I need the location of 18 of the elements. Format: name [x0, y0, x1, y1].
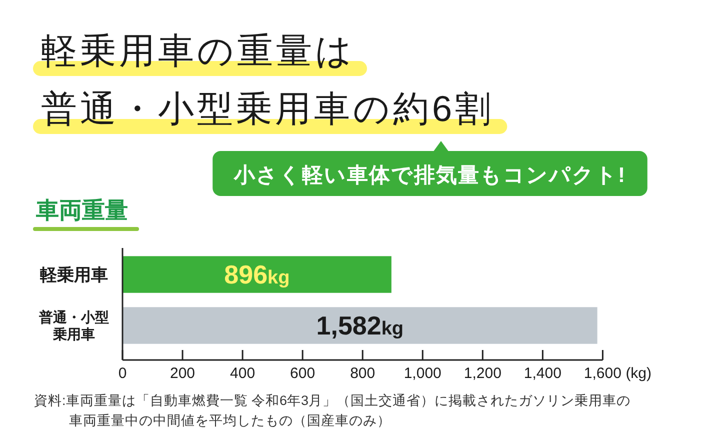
y-tick-label: 軽乗用車: [39, 266, 108, 285]
x-axis-title: (kg): [626, 365, 652, 382]
x-tick-label: 0: [118, 365, 127, 382]
chart-subtitle: 小さく軽い車体で排気量もコンパクト!: [233, 164, 626, 187]
x-tick-label: 1,000: [404, 365, 442, 382]
text: 資料:車両重量は「自動車燃費一覧 令和6年3月」（国土交通省）に掲載されたガソリン乗用車の車両重量中の中間値を平均したもの（国産車のみ）: [34, 393, 631, 428]
x-tick-label: 200: [170, 365, 196, 382]
chart-title: 軽乗用車の重量は普通・小型乗用車の約6割: [41, 30, 494, 129]
data-label: 896kg: [224, 260, 290, 290]
y-tick-label: 普通・小型乗用車: [38, 309, 109, 342]
x-tick-label: 1,600: [584, 365, 622, 382]
text: 車両重量: [35, 197, 128, 223]
x-tick-label: 600: [290, 365, 316, 382]
x-tick-label: 1,200: [464, 365, 502, 382]
x-tick-label: 1,400: [524, 365, 562, 382]
x-tick-label: 400: [230, 365, 256, 382]
x-tick-label: 800: [350, 365, 376, 382]
data-label: 1,582kg: [316, 310, 404, 340]
